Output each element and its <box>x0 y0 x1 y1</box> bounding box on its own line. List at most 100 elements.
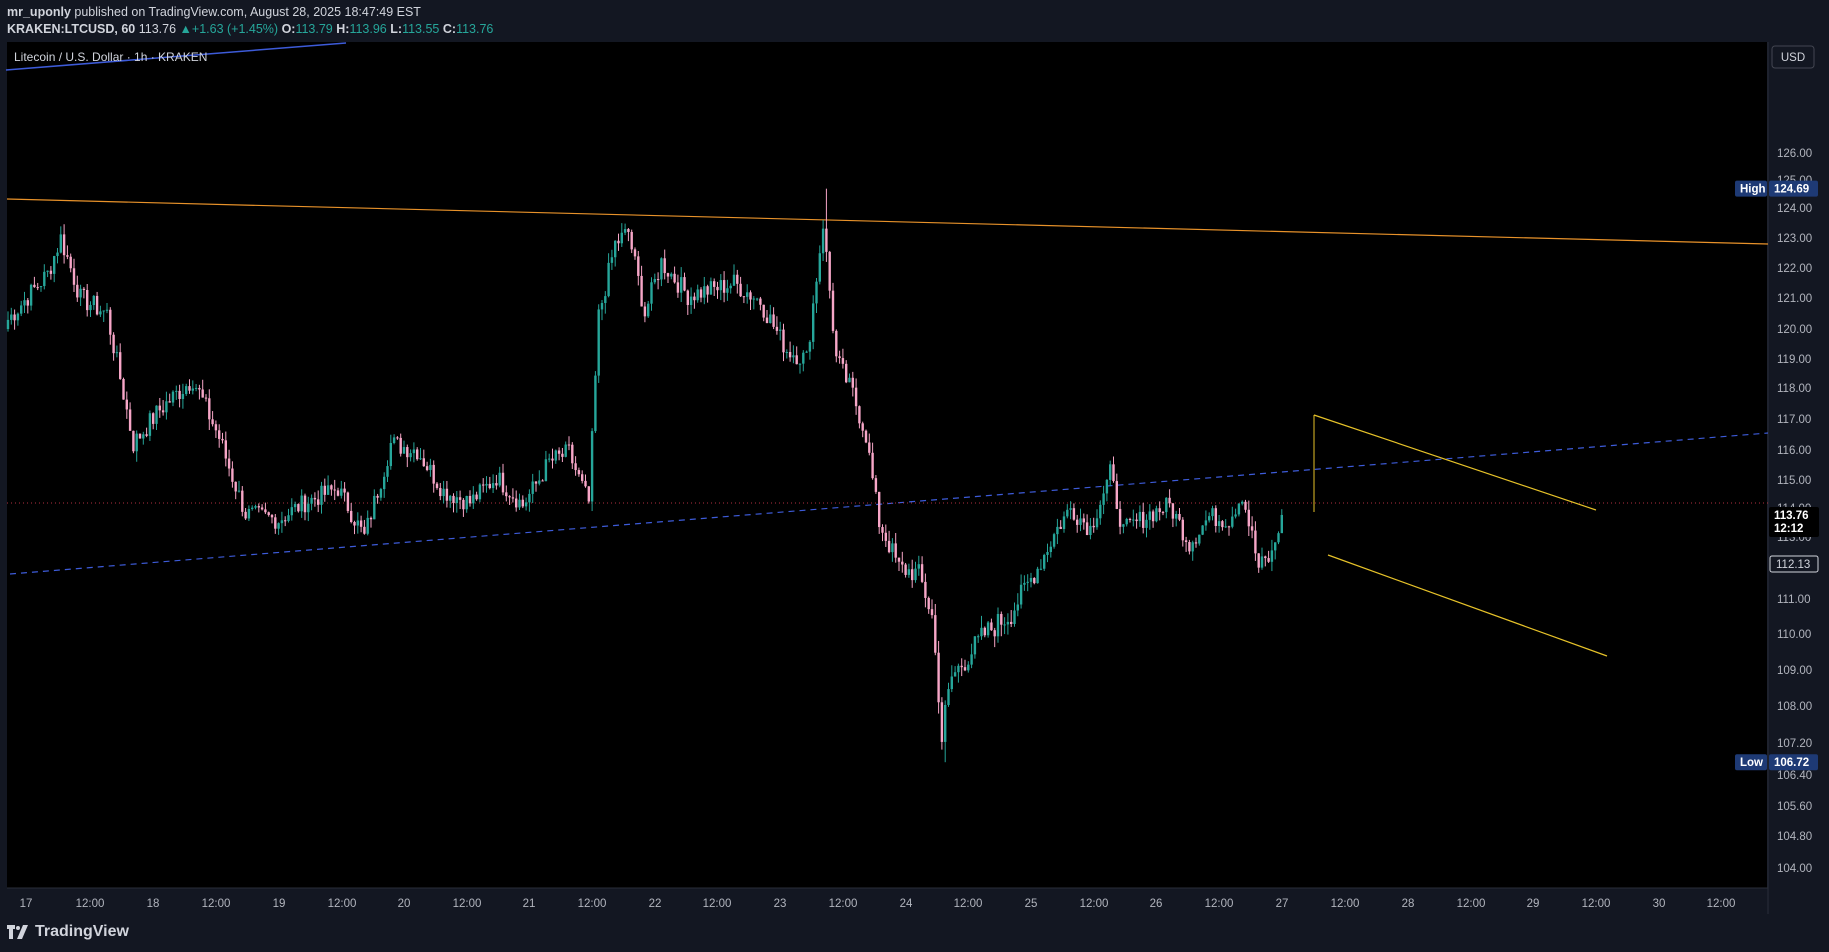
candle-body[interactable] <box>1234 514 1237 517</box>
candle-body[interactable] <box>1099 504 1102 519</box>
candle-body[interactable] <box>647 303 650 317</box>
candle-body[interactable] <box>445 488 449 501</box>
candle-body[interactable] <box>1241 501 1244 504</box>
candle-body[interactable] <box>257 506 260 508</box>
candle-body[interactable] <box>821 228 825 254</box>
candle-body[interactable] <box>617 240 620 244</box>
candle-body[interactable] <box>33 284 36 288</box>
candle-body[interactable] <box>406 447 409 458</box>
candle-body[interactable] <box>1250 526 1254 531</box>
candle-body[interactable] <box>1145 519 1148 528</box>
candle-body[interactable] <box>323 485 326 495</box>
candle-body[interactable] <box>561 453 564 457</box>
candle-body[interactable] <box>604 296 607 304</box>
channel-upper-line[interactable] <box>1313 414 1597 511</box>
candle-body[interactable] <box>43 271 46 287</box>
candle-body[interactable] <box>650 282 653 304</box>
candle-body[interactable] <box>1033 577 1036 584</box>
candle-body[interactable] <box>1109 464 1112 480</box>
candle-body[interactable] <box>584 480 587 487</box>
candle-body[interactable] <box>934 615 937 653</box>
candle-body[interactable] <box>1231 516 1234 527</box>
candle-body[interactable] <box>62 234 66 256</box>
candle-body[interactable] <box>676 282 680 293</box>
candle-body[interactable] <box>326 485 330 495</box>
time-axis[interactable]: 17 12:00 18 12:00 19 12:00 20 12:00 21 12:00 22 12:… <box>20 898 1736 910</box>
candle-body[interactable] <box>293 504 297 508</box>
candle-body[interactable] <box>280 520 284 524</box>
candle-body[interactable] <box>307 503 310 513</box>
candle-body[interactable] <box>779 329 782 331</box>
candle-body[interactable] <box>670 273 673 277</box>
candle-body[interactable] <box>1280 514 1283 534</box>
candle-body[interactable] <box>1023 582 1026 585</box>
candle-body[interactable] <box>260 507 264 510</box>
candle-body[interactable] <box>201 389 204 398</box>
candle-body[interactable] <box>897 557 901 562</box>
candle-body[interactable] <box>772 314 775 327</box>
candle-body[interactable] <box>637 256 640 276</box>
candle-body[interactable] <box>442 488 445 497</box>
candle-body[interactable] <box>191 388 194 391</box>
candle-body[interactable] <box>858 406 861 424</box>
candle-body[interactable] <box>356 520 359 526</box>
candle-body[interactable] <box>119 352 122 379</box>
candle-body[interactable] <box>1168 497 1171 504</box>
candle-body[interactable] <box>640 275 643 307</box>
candle-body[interactable] <box>346 492 350 511</box>
candle-body[interactable] <box>92 295 95 306</box>
candle-body[interactable] <box>551 458 554 461</box>
candle-body[interactable] <box>188 386 191 391</box>
candle-body[interactable] <box>577 470 581 475</box>
candle-body[interactable] <box>336 490 340 496</box>
top-trendline[interactable] <box>5 42 347 71</box>
candle-body[interactable] <box>564 444 567 457</box>
candle-body[interactable] <box>798 363 802 365</box>
candle-body[interactable] <box>805 351 808 353</box>
candle-body[interactable] <box>1118 508 1122 527</box>
candle-body[interactable] <box>851 377 854 388</box>
candle-body[interactable] <box>765 317 769 324</box>
plot-area[interactable] <box>7 42 1767 888</box>
candle-body[interactable] <box>739 283 742 297</box>
candle-body[interactable] <box>924 581 927 598</box>
candle-body[interactable] <box>1267 558 1270 562</box>
candle-body[interactable] <box>633 249 637 257</box>
candle-body[interactable] <box>416 449 419 460</box>
candle-body[interactable] <box>1115 481 1118 509</box>
candle-body[interactable] <box>538 480 541 484</box>
candle-body[interactable] <box>1125 518 1128 525</box>
candle-body[interactable] <box>587 486 590 502</box>
candle-body[interactable] <box>1105 479 1109 494</box>
candle-body[interactable] <box>986 622 990 636</box>
candle-body[interactable] <box>1112 464 1115 482</box>
candle-body[interactable] <box>755 298 759 300</box>
candle-body[interactable] <box>505 492 508 497</box>
candle-body[interactable] <box>39 286 43 288</box>
candle-body[interactable] <box>1132 519 1135 521</box>
candle-body[interactable] <box>290 507 293 516</box>
candle-body[interactable] <box>122 378 125 400</box>
candle-body[interactable] <box>128 409 132 431</box>
candle-body[interactable] <box>1059 526 1062 530</box>
candle-body[interactable] <box>574 463 577 471</box>
candle-body[interactable] <box>402 447 406 454</box>
candle-body[interactable] <box>76 284 79 298</box>
candle-body[interactable] <box>1184 540 1188 543</box>
candle-body[interactable] <box>241 490 244 512</box>
candle-body[interactable] <box>557 450 561 454</box>
candle-body[interactable] <box>920 564 924 582</box>
candle-body[interactable] <box>1227 526 1231 528</box>
candle-body[interactable] <box>528 493 531 503</box>
candle-body[interactable] <box>749 292 752 300</box>
candle-body[interactable] <box>1089 525 1092 535</box>
candle-body[interactable] <box>673 273 676 283</box>
candle-body[interactable] <box>713 281 716 287</box>
candle-body[interactable] <box>56 252 59 257</box>
candle-body[interactable] <box>993 630 996 637</box>
candle-body[interactable] <box>656 279 660 281</box>
candle-body[interactable] <box>419 458 422 460</box>
candle-body[interactable] <box>1274 542 1277 551</box>
candle-body[interactable] <box>878 491 881 528</box>
candle-body[interactable] <box>1026 581 1029 583</box>
